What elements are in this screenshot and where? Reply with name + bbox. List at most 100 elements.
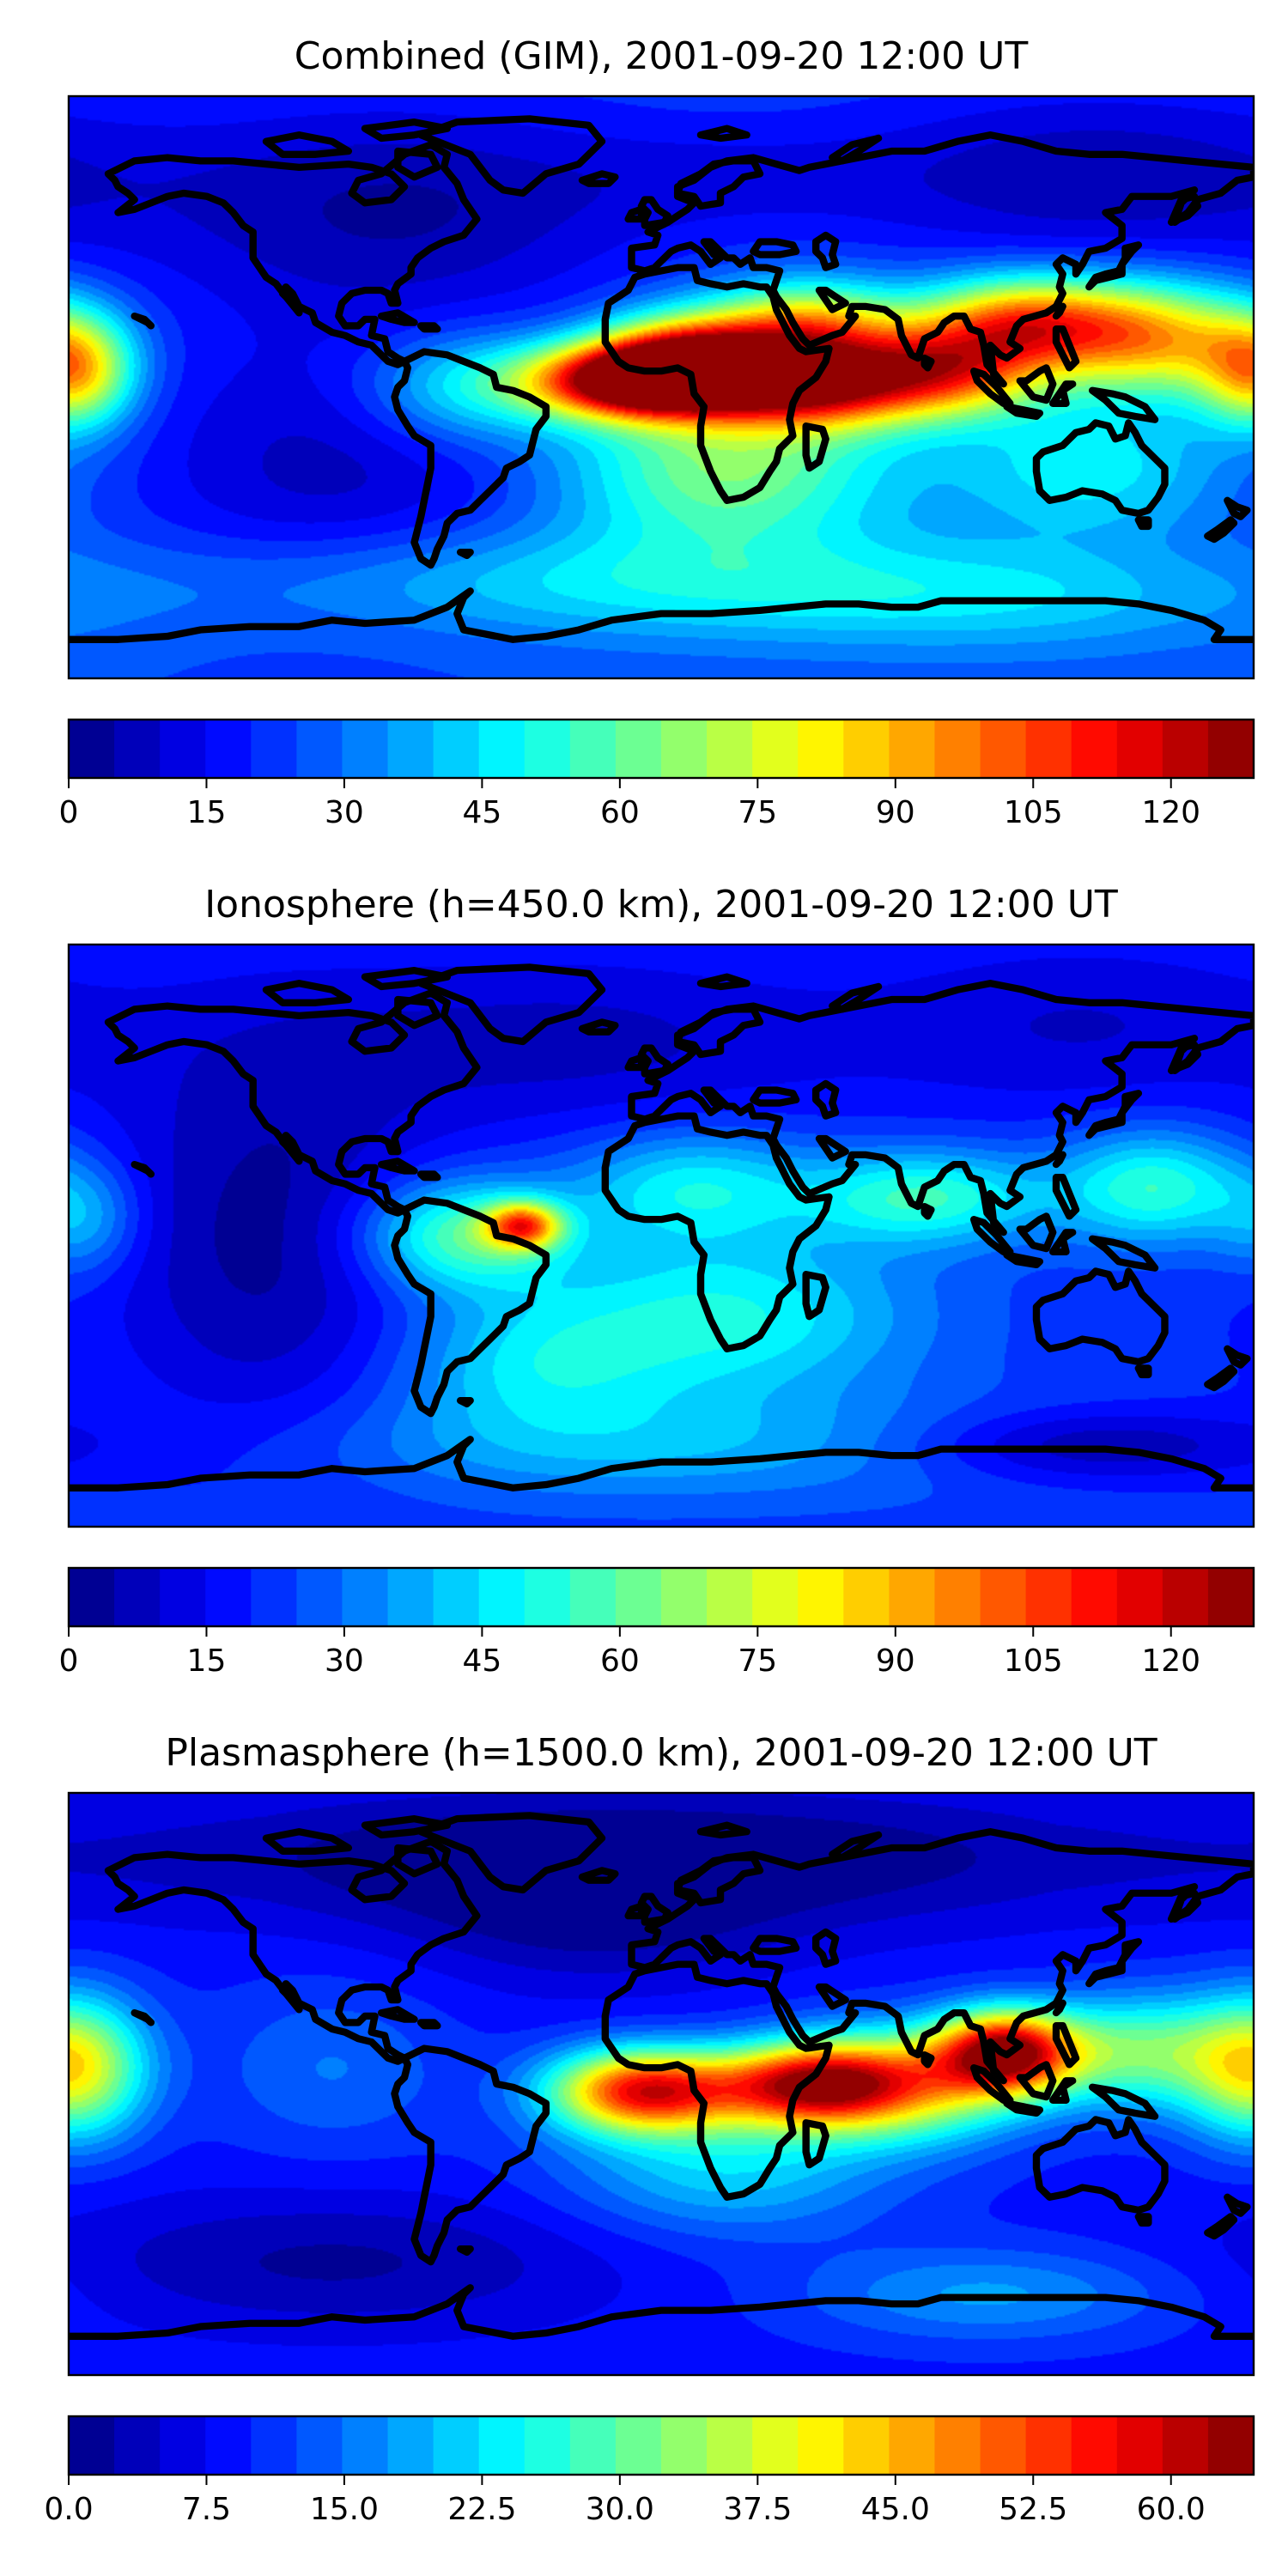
colorbar-tick-label: 0.0 [44, 2492, 93, 2527]
colorbar-tick-label: 90 [876, 1643, 915, 1679]
map-frame [67, 94, 1255, 680]
panel-title: Plasmasphere (h=1500.0 km), 2001-09-20 1… [165, 1731, 1157, 1775]
colorbar-swatch [615, 1568, 662, 1626]
colorbar-swatch [69, 1568, 115, 1626]
colorbar-swatch [524, 2416, 571, 2475]
colorbar-tick-label: 120 [1141, 1643, 1200, 1679]
colorbar-swatch [478, 2416, 526, 2475]
colorbar-tick-label: 60.0 [1137, 2492, 1206, 2527]
colorbar-swatch [387, 2416, 434, 2475]
colorbar-swatch [889, 2416, 936, 2475]
colorbar-swatch [296, 1568, 343, 1626]
colorbar-swatch [569, 2416, 617, 2475]
panel-ionosphere: Ionosphere (h=450.0 km), 2001-09-20 12:0… [59, 883, 1255, 1679]
colorbar-frame [67, 1566, 1255, 1628]
colorbar-tick-label: 75 [738, 795, 777, 830]
colorbar-tick-label: 22.5 [447, 2492, 516, 2527]
colorbar-swatch [524, 720, 571, 778]
colorbar-swatch [1025, 1568, 1072, 1626]
colorbar-tick-label: 15.0 [310, 2492, 379, 2527]
colorbar-swatch [707, 1568, 753, 1626]
map-area[interactable] [67, 1791, 1255, 2377]
contour-raster [69, 945, 1254, 1527]
colorbar-swatch [569, 720, 617, 778]
colorbar-swatch [160, 1568, 206, 1626]
colorbar: 0 15 30 45 60 75 90 105 120 [59, 718, 1255, 830]
colorbar-swatch [980, 2416, 1027, 2475]
colorbar-tick-label: 30.0 [586, 2492, 654, 2527]
colorbar-swatch [752, 2416, 799, 2475]
colorbar-swatch [524, 1568, 571, 1626]
colorbar-swatch [934, 2416, 981, 2475]
colorbar-swatch [478, 1568, 526, 1626]
colorbar-tick-label: 45 [462, 1643, 501, 1679]
colorbar-tick-label: 45 [462, 795, 501, 830]
colorbar-swatch [387, 1568, 434, 1626]
colorbar-swatch [342, 1568, 389, 1626]
colorbar-tick-label: 37.5 [723, 2492, 792, 2527]
colorbar-tick-label: 7.5 [182, 2492, 231, 2527]
colorbar: 0.0 7.5 15.0 22.5 30.0 37.5 45.0 52.5 60.0 [44, 2415, 1255, 2527]
contour-raster [69, 96, 1254, 678]
panel-combined: Combined (GIM), 2001-09-20 12:00 UT 0 15 3… [59, 34, 1255, 830]
colorbar-swatch [1207, 1568, 1255, 1626]
colorbar-swatch [205, 1568, 252, 1626]
colorbar-swatch [843, 2416, 890, 2475]
contour-field [69, 945, 1254, 1527]
colorbar-tick-label: 105 [1004, 1643, 1063, 1679]
colorbar-swatch [1116, 720, 1163, 778]
colorbar-swatch [69, 720, 115, 778]
colorbar-swatch [160, 720, 206, 778]
colorbar-swatch [433, 2416, 480, 2475]
colorbar-swatch [1162, 720, 1209, 778]
colorbar-swatch [752, 1568, 799, 1626]
map-area[interactable] [67, 94, 1255, 680]
colorbar-tick-label: 90 [876, 795, 915, 830]
colorbar-swatch [205, 2416, 252, 2475]
colorbar-swatch [342, 2416, 389, 2475]
colorbar-swatch [69, 2416, 115, 2475]
contour-raster [69, 1793, 1254, 2375]
colorbar-tick-label: 75 [738, 1643, 777, 1679]
colorbar-swatch [798, 720, 844, 778]
colorbar-tick-label: 30 [325, 1643, 364, 1679]
colorbar-swatch [843, 1568, 890, 1626]
colorbar-frame [67, 718, 1255, 780]
colorbar-swatch [1071, 1568, 1118, 1626]
colorbar-swatch [798, 1568, 844, 1626]
map-frame [67, 943, 1255, 1528]
colorbar-tick-label: 60 [600, 1643, 640, 1679]
colorbar-tick-label: 30 [325, 795, 364, 830]
colorbar-swatch [980, 1568, 1027, 1626]
colorbar-swatch [1025, 2416, 1072, 2475]
colorbar-swatch [1116, 2416, 1163, 2475]
colorbar-swatch [661, 1568, 708, 1626]
colorbar-swatch [478, 720, 526, 778]
colorbar-tick-label: 0 [59, 795, 79, 830]
colorbar-swatch [707, 2416, 753, 2475]
colorbar: 0 15 30 45 60 75 90 105 120 [59, 1566, 1255, 1679]
colorbar-swatch [251, 720, 297, 778]
colorbar-swatch [752, 720, 799, 778]
colorbar-swatch [798, 2416, 844, 2475]
colorbar-swatch [1116, 1568, 1163, 1626]
colorbar-swatch [934, 720, 981, 778]
colorbar-swatch [342, 720, 389, 778]
colorbar-swatch [843, 720, 890, 778]
contour-field [69, 96, 1254, 678]
colorbar-swatch [114, 720, 161, 778]
colorbar-tick-label: 120 [1141, 795, 1200, 830]
colorbar-tick-label: 60 [600, 795, 640, 830]
colorbar-swatch [114, 2416, 161, 2475]
colorbar-swatch [1071, 2416, 1118, 2475]
map-frame [67, 1791, 1255, 2377]
colorbar-swatch [296, 2416, 343, 2475]
colorbar-swatch [1162, 1568, 1209, 1626]
panel-title: Ionosphere (h=450.0 km), 2001-09-20 12:0… [204, 883, 1118, 927]
colorbar-swatch [980, 720, 1027, 778]
map-area[interactable] [67, 943, 1255, 1528]
colorbar-swatch [433, 720, 480, 778]
colorbar-swatch [934, 1568, 981, 1626]
panel-plasmasphere: Plasmasphere (h=1500.0 km), 2001-09-20 1… [44, 1731, 1255, 2527]
